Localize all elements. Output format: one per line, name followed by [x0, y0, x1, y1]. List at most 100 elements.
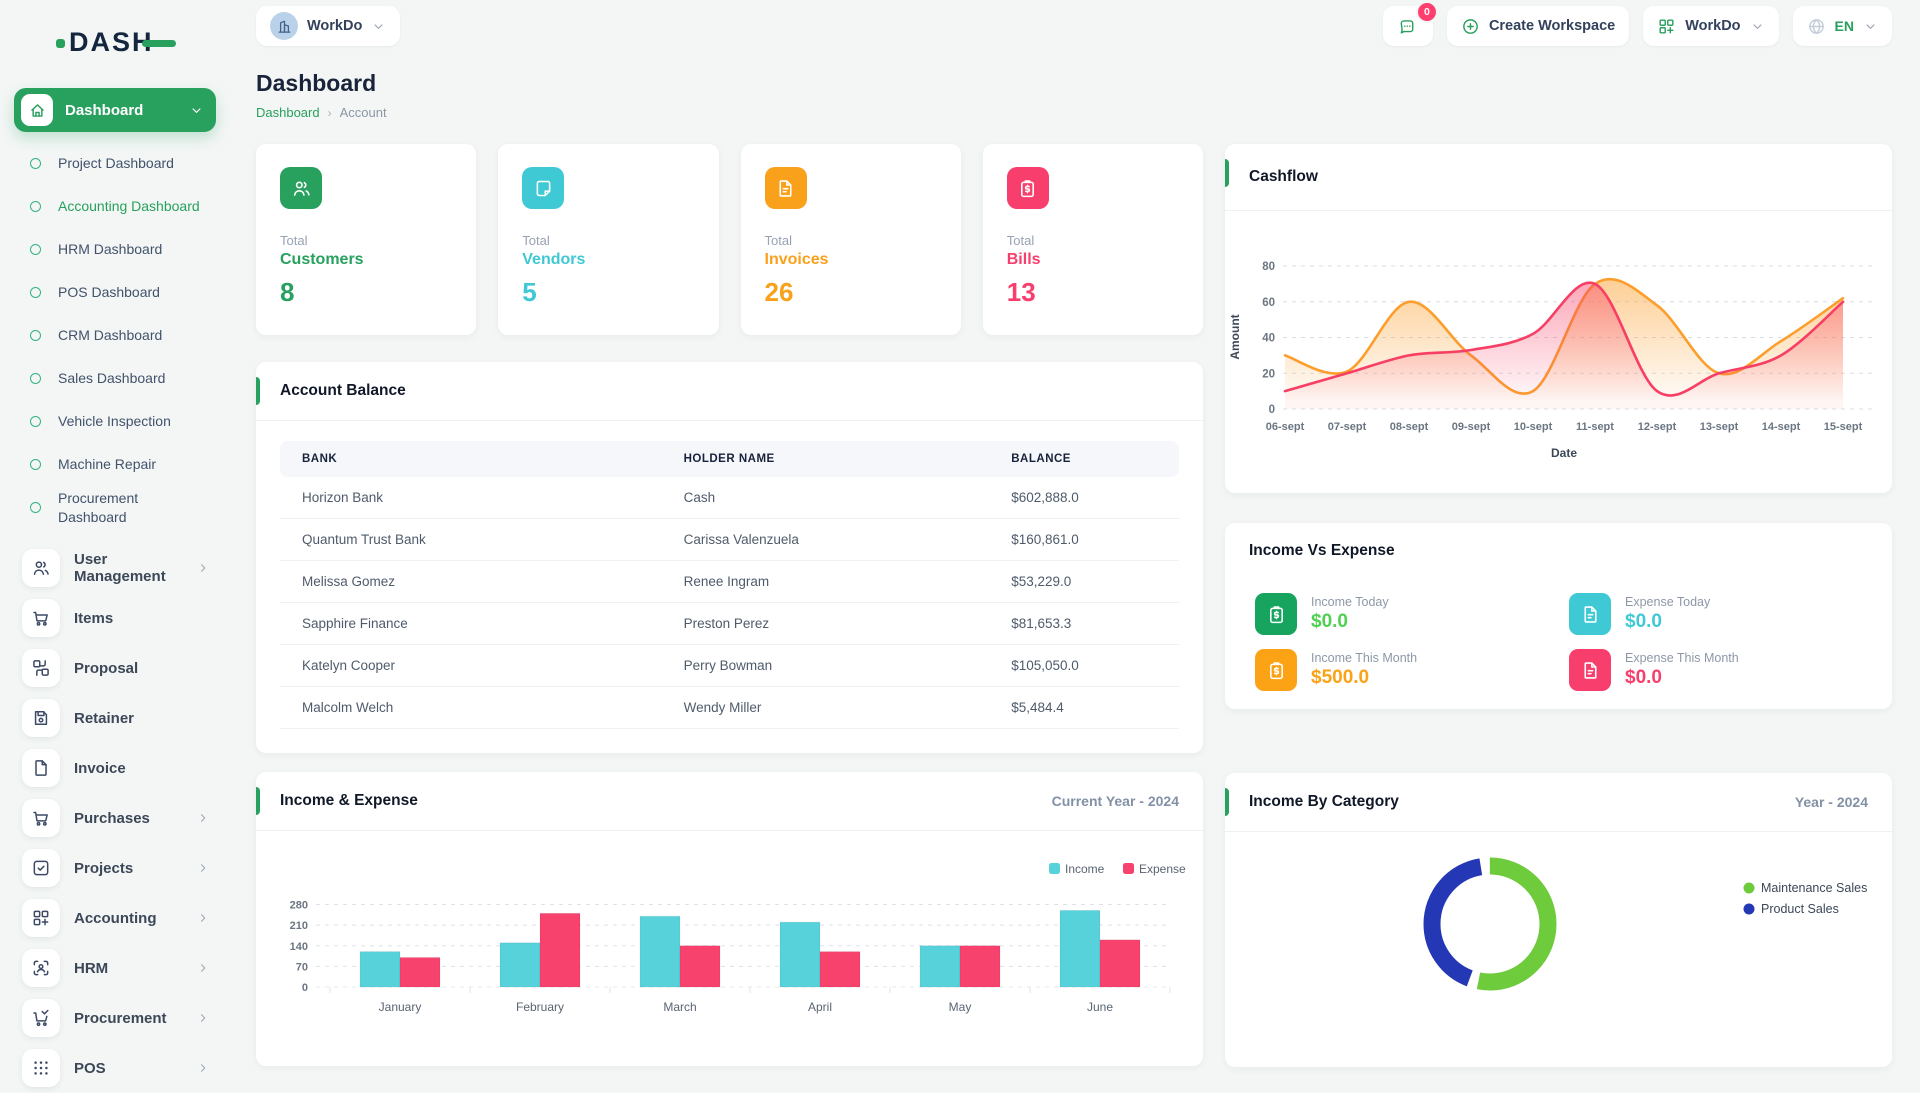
table-header-row: BANK HOLDER NAME BALANCE [280, 441, 1179, 477]
svg-text:210: 210 [290, 920, 308, 932]
svg-text:140: 140 [290, 941, 308, 953]
chevron-right-icon [196, 811, 210, 825]
card-head: Cashflow [1225, 144, 1892, 211]
sidebar-item-projects[interactable]: Projects [22, 843, 216, 893]
sidebar-item-invoice[interactable]: Invoice [22, 743, 216, 793]
logo-dash-icon [141, 39, 176, 47]
bar-income-march [639, 915, 681, 988]
card-accent [1225, 159, 1229, 187]
cart-arrow-icon [22, 999, 60, 1037]
table-row[interactable]: Melissa Gomez Renee Ingram $53,229.0 [280, 560, 1179, 603]
sidebar-item-purchases[interactable]: Purchases [22, 793, 216, 843]
stat-card-bills[interactable]: Total Bills 13 [982, 144, 1203, 335]
svg-text:January: January [379, 1000, 422, 1014]
ive-cell-income-this-month: Income This Month $500.0 [1255, 649, 1569, 691]
sidebar-item-retainer[interactable]: Retainer [22, 693, 216, 743]
svg-text:09-sept: 09-sept [1452, 421, 1491, 433]
clipboard-dollar-icon [1255, 649, 1297, 691]
sidebar-item-project-dashboard[interactable]: Project Dashboard [30, 142, 230, 185]
sidebar-item-procurement[interactable]: Procurement [22, 993, 216, 1043]
sidebar-item-items[interactable]: Items [22, 593, 216, 643]
sidebar-item-accounting-dashboard[interactable]: Accounting Dashboard [30, 185, 230, 228]
brand-logo[interactable]: DASH [0, 14, 230, 70]
stat-card-invoices[interactable]: Total Invoices 26 [740, 144, 961, 335]
sidebar-nav: User Management Items Proposal Retainer Invo… [0, 543, 230, 1093]
card-subtitle: Current Year - 2024 [1051, 793, 1179, 809]
stat-label: Bills [1006, 251, 1041, 268]
stat-card-vendors[interactable]: Total Vendors 5 [498, 144, 719, 335]
sidebar-item-label: Accounting Dashboard [58, 198, 200, 214]
table-cell-holder: Perry Bowman [661, 644, 990, 687]
table-cell-holder: Renee Ingram [661, 560, 990, 603]
svg-text:April: April [808, 1000, 832, 1014]
sidebar-item-user-management[interactable]: User Management [22, 543, 216, 593]
table-row[interactable]: Katelyn Cooper Perry Bowman $105,050.0 [280, 644, 1179, 687]
svg-text:Product Sales: Product Sales [1761, 902, 1839, 916]
workspace-name: WorkDo [307, 18, 363, 34]
chevron-right-icon [196, 861, 210, 875]
proposal-icon [22, 649, 60, 687]
table-cell-holder: Cash [661, 477, 990, 519]
table-row[interactable]: Quantum Trust Bank Carissa Valenzuela $160… [280, 518, 1179, 561]
income-vs-expense-grid: Income Today $0.0 Expense Today $0.0 Income … [1225, 579, 1892, 691]
table-cell-balance: $53,229.0 [989, 560, 1179, 603]
sidebar-subnav: Project Dashboard Accounting Dashboard HRM… [0, 142, 230, 529]
income-expense-chart-card: Income & Expense Current Year - 2024 0 70… [256, 772, 1203, 1066]
table-cell-bank: Quantum Trust Bank [280, 518, 662, 561]
sidebar-item-pos[interactable]: POS [22, 1043, 216, 1093]
sidebar-item-crm-dashboard[interactable]: CRM Dashboard [30, 314, 230, 357]
table-cell-holder: Carissa Valenzuela [661, 518, 990, 561]
sidebar-item-machine-repair[interactable]: Machine Repair [30, 443, 230, 486]
ive-cell-income-today: Income Today $0.0 [1255, 593, 1569, 635]
sidebar-item-pos-dashboard[interactable]: POS Dashboard [30, 271, 230, 314]
account-balance-card: Account Balance BANK HOLDER NAME BALANCE H… [256, 362, 1203, 753]
sidebar-item-vehicle-inspection[interactable]: Vehicle Inspection [30, 400, 230, 443]
workspace-switcher[interactable]: WorkDo [256, 6, 401, 46]
table-cell-bank: Sapphire Finance [280, 602, 662, 645]
sidebar-item-sales-dashboard[interactable]: Sales Dashboard [30, 357, 230, 400]
stat-label: Customers [280, 251, 364, 268]
table-cell-holder: Preston Perez [661, 602, 990, 645]
breadcrumb-dashboard[interactable]: Dashboard [256, 105, 320, 120]
check-square-icon [22, 849, 60, 887]
legend-item-expense[interactable]: Expense [1123, 862, 1186, 876]
sidebar-item-hrm[interactable]: HRM [22, 943, 216, 993]
stat-value: 5 [522, 277, 537, 307]
bullet-circle-icon [30, 287, 41, 298]
note-icon [522, 167, 565, 209]
users-stat-icon [280, 167, 322, 209]
svg-text:11-sept: 11-sept [1576, 421, 1614, 433]
file-invoice-icon [1569, 649, 1611, 691]
sidebar-item-dashboard[interactable]: Dashboard [14, 88, 216, 132]
clipboard-dollar-icon [1255, 593, 1297, 635]
workdo-menu-button[interactable]: WorkDo [1643, 6, 1779, 46]
cashflow-card: Cashflow 0 20 40 60 80 06-sept 07-sept 08-sept 0… [1225, 144, 1892, 493]
ive-value: $0.0 [1311, 611, 1348, 632]
stat-card-customers[interactable]: Total Customers 8 [256, 144, 477, 335]
bullet-circle-icon [30, 330, 41, 341]
svg-text:Date: Date [1551, 446, 1577, 460]
table-row[interactable]: Sapphire Finance Preston Perez $81,653.3 [280, 602, 1179, 645]
plus-circle-icon [1461, 17, 1480, 36]
sidebar-item-accounting[interactable]: Accounting [22, 893, 216, 943]
legend-item-income[interactable]: Income [1049, 862, 1105, 876]
sidebar-item-proposal[interactable]: Proposal [22, 643, 216, 693]
sidebar-item-label: Proposal [74, 659, 139, 677]
svg-text:Maintenance Sales: Maintenance Sales [1761, 881, 1867, 895]
chevron-right-icon [196, 561, 210, 575]
legend-item-maintenance-sales[interactable]: Maintenance Sales [1743, 881, 1868, 895]
table-row[interactable]: Horizon Bank Cash $602,888.0 [280, 477, 1179, 519]
table-row[interactable]: Malcolm Welch Wendy Miller $5,484.4 [280, 686, 1179, 729]
legend-item-product-sales[interactable]: Product Sales [1743, 902, 1839, 916]
svg-text:13-sept: 13-sept [1700, 421, 1739, 433]
language-selector[interactable]: EN [1792, 6, 1892, 46]
ive-label: Expense Today [1625, 595, 1711, 609]
bar-income-may [919, 945, 961, 988]
create-workspace-button[interactable]: Create Workspace [1446, 6, 1630, 46]
file-icon [22, 749, 60, 787]
sidebar-item-procurement-dashboard[interactable]: Procurement Dashboard [30, 486, 230, 529]
sidebar-item-label: Retainer [74, 709, 135, 727]
messages-button[interactable]: 0 [1382, 1, 1438, 46]
chevron-right-icon [196, 961, 210, 975]
sidebar-item-hrm-dashboard[interactable]: HRM Dashboard [30, 228, 230, 271]
